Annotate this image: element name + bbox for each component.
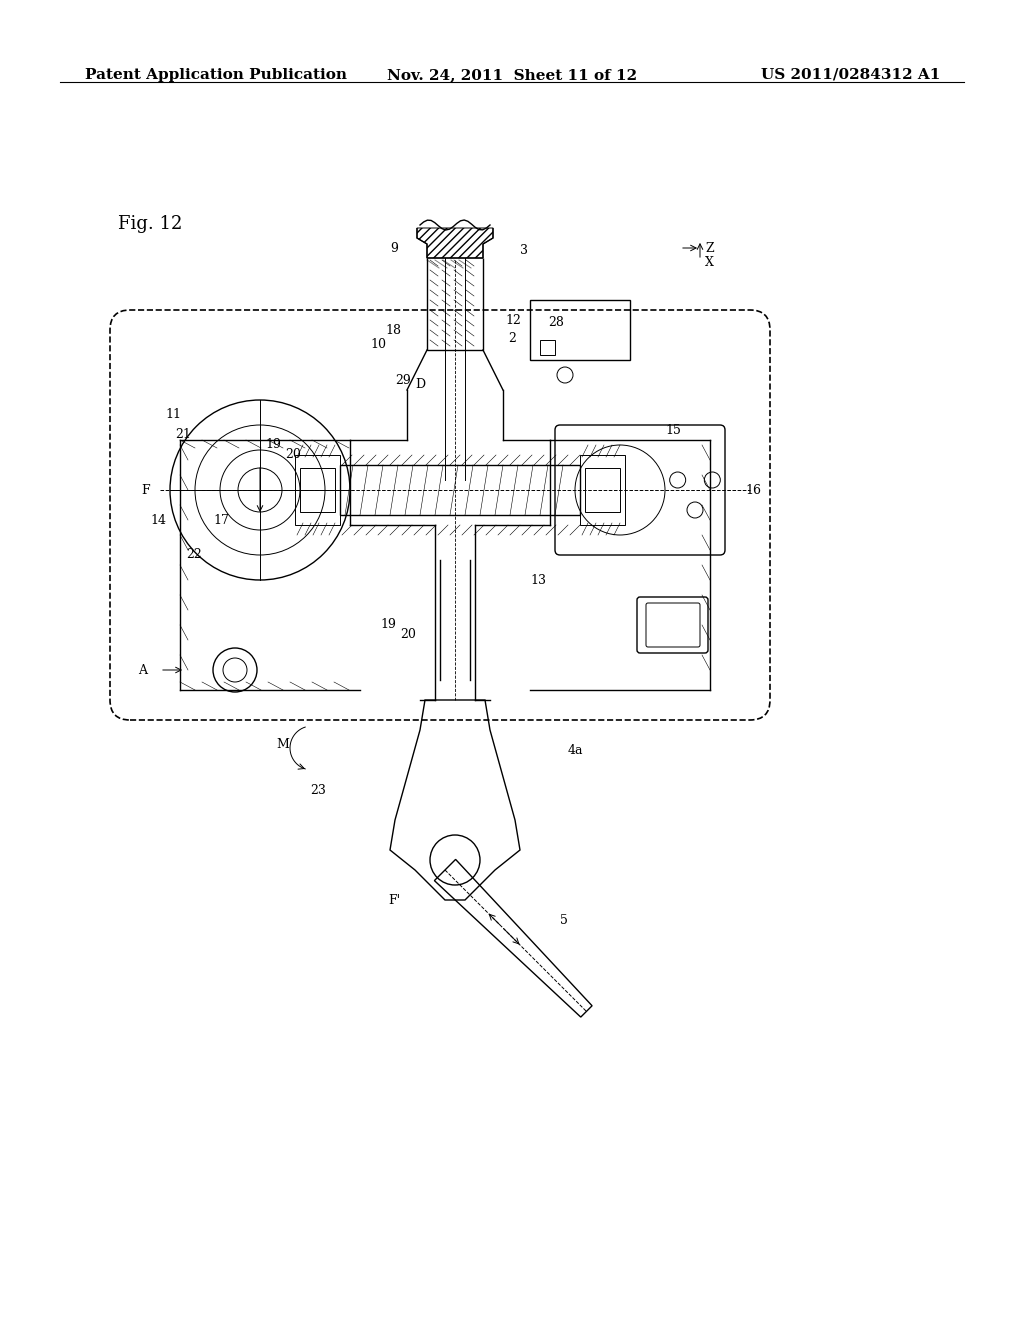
Text: 22: 22 bbox=[186, 549, 202, 561]
Bar bbox=[585, 469, 620, 512]
Text: 9: 9 bbox=[390, 242, 398, 255]
Text: D: D bbox=[415, 379, 425, 392]
Text: 11: 11 bbox=[165, 408, 181, 421]
Bar bbox=[580, 455, 625, 525]
Text: 21: 21 bbox=[175, 429, 190, 441]
Text: 15: 15 bbox=[665, 424, 681, 437]
Bar bbox=[530, 300, 630, 360]
Text: 17: 17 bbox=[213, 513, 229, 527]
Text: 12: 12 bbox=[505, 314, 521, 326]
Text: 23: 23 bbox=[310, 784, 326, 796]
Text: Fig. 12: Fig. 12 bbox=[118, 215, 182, 234]
Text: F: F bbox=[141, 483, 150, 496]
Text: 14: 14 bbox=[150, 513, 166, 527]
Text: 28: 28 bbox=[548, 315, 564, 329]
Text: 18: 18 bbox=[385, 323, 401, 337]
Text: 20: 20 bbox=[285, 449, 301, 462]
Text: A: A bbox=[138, 664, 147, 676]
Text: 19: 19 bbox=[380, 619, 396, 631]
Bar bbox=[340, 465, 580, 515]
Text: Patent Application Publication: Patent Application Publication bbox=[85, 69, 347, 82]
Text: 16: 16 bbox=[745, 483, 761, 496]
Text: Z: Z bbox=[705, 242, 714, 255]
Bar bbox=[295, 455, 340, 525]
Text: M: M bbox=[276, 738, 289, 751]
Text: Nov. 24, 2011  Sheet 11 of 12: Nov. 24, 2011 Sheet 11 of 12 bbox=[387, 69, 637, 82]
Text: 5: 5 bbox=[560, 913, 568, 927]
Text: 13: 13 bbox=[530, 573, 546, 586]
Text: 10: 10 bbox=[370, 338, 386, 351]
Bar bbox=[300, 469, 335, 512]
Text: X: X bbox=[705, 256, 714, 268]
Text: 29: 29 bbox=[395, 374, 411, 387]
Text: F': F' bbox=[388, 894, 400, 907]
Text: US 2011/0284312 A1: US 2011/0284312 A1 bbox=[761, 69, 940, 82]
Text: 3: 3 bbox=[520, 243, 528, 256]
Text: 20: 20 bbox=[400, 628, 416, 642]
Text: 4a: 4a bbox=[568, 743, 584, 756]
Text: 2: 2 bbox=[508, 331, 516, 345]
Bar bbox=[540, 341, 555, 355]
Text: 19: 19 bbox=[265, 438, 281, 451]
